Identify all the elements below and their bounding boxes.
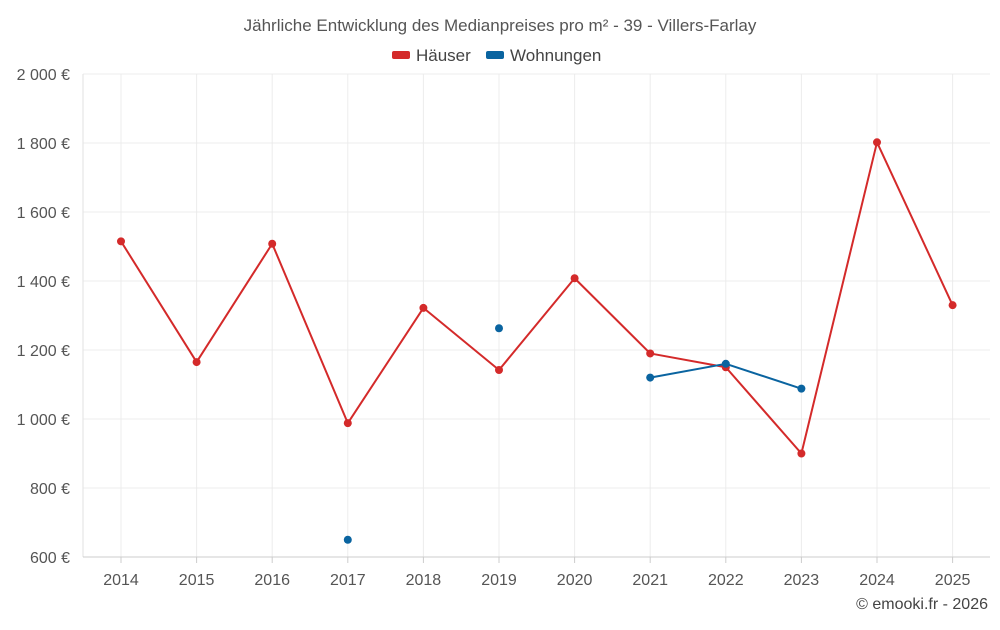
x-tick-label: 2025 (935, 572, 971, 589)
data-point[interactable] (646, 349, 655, 358)
legend-label-wohnungen[interactable]: Wohnungen (510, 46, 601, 65)
series-segment (346, 306, 425, 425)
data-point[interactable] (495, 324, 503, 333)
x-tick-label: 2014 (103, 572, 139, 589)
x-tick-label: 2023 (784, 572, 820, 589)
data-point[interactable] (117, 237, 125, 246)
data-point[interactable] (570, 274, 579, 283)
x-tick-label: 2018 (406, 572, 442, 589)
series-segment (649, 362, 727, 379)
x-tick-label: 2024 (859, 572, 895, 589)
grid (83, 73, 990, 558)
y-tick-label: 1 800 € (17, 136, 70, 153)
series-0 (117, 138, 957, 458)
y-tick-label: 600 € (30, 550, 70, 567)
series-segment (724, 366, 803, 455)
legend: Häuser Wohnungen (392, 46, 601, 65)
data-point[interactable] (948, 301, 957, 310)
chart-title: Jährliche Entwicklung des Medianpreises … (244, 16, 757, 35)
x-tick-label: 2017 (330, 572, 366, 589)
legend-swatch-haeuser[interactable] (392, 51, 410, 59)
x-tick-label: 2022 (708, 572, 744, 589)
data-point[interactable] (797, 449, 806, 458)
series-segment (800, 141, 878, 455)
data-point[interactable] (419, 303, 428, 312)
x-tick-label: 2020 (557, 572, 593, 589)
data-point[interactable] (343, 535, 352, 544)
series-1 (343, 324, 806, 544)
data-point[interactable] (646, 373, 655, 382)
legend-swatch-wohnungen[interactable] (486, 51, 504, 59)
y-tick-label: 1 600 € (17, 205, 70, 222)
axes: 600 € 800 € 1 000 € 1 200 € 1 400 € 1 600 € 1 … (17, 67, 990, 589)
y-tick-label: 1 400 € (17, 274, 70, 291)
y-tick-label: 800 € (30, 481, 70, 498)
series-segment (120, 240, 198, 364)
data-point[interactable] (343, 419, 352, 428)
data-point[interactable] (192, 358, 201, 367)
data-point[interactable] (495, 366, 503, 375)
data-point[interactable] (268, 239, 277, 248)
series-segment (876, 141, 954, 307)
x-tick-label: 2016 (254, 572, 290, 589)
series-segment (498, 277, 576, 372)
series-segment (422, 306, 500, 372)
y-tick-label: 2 000 € (17, 67, 70, 84)
series-segment (271, 242, 349, 425)
x-tick-label: 2021 (632, 572, 668, 589)
data-point[interactable] (873, 138, 881, 147)
credit-text: © emooki.fr - 2026 (856, 596, 988, 613)
data-point[interactable] (721, 359, 730, 368)
y-tick-label: 1 000 € (17, 412, 70, 429)
series-segment (649, 352, 727, 369)
series-segment (573, 277, 652, 355)
x-tick-label: 2019 (481, 572, 517, 589)
series-segment (195, 242, 274, 364)
y-tick-label: 1 200 € (17, 343, 70, 360)
data-point[interactable] (797, 384, 806, 393)
series (117, 138, 957, 544)
legend-label-haeuser[interactable]: Häuser (416, 46, 471, 65)
x-tick-label: 2015 (179, 572, 215, 589)
series-segment (724, 362, 803, 390)
